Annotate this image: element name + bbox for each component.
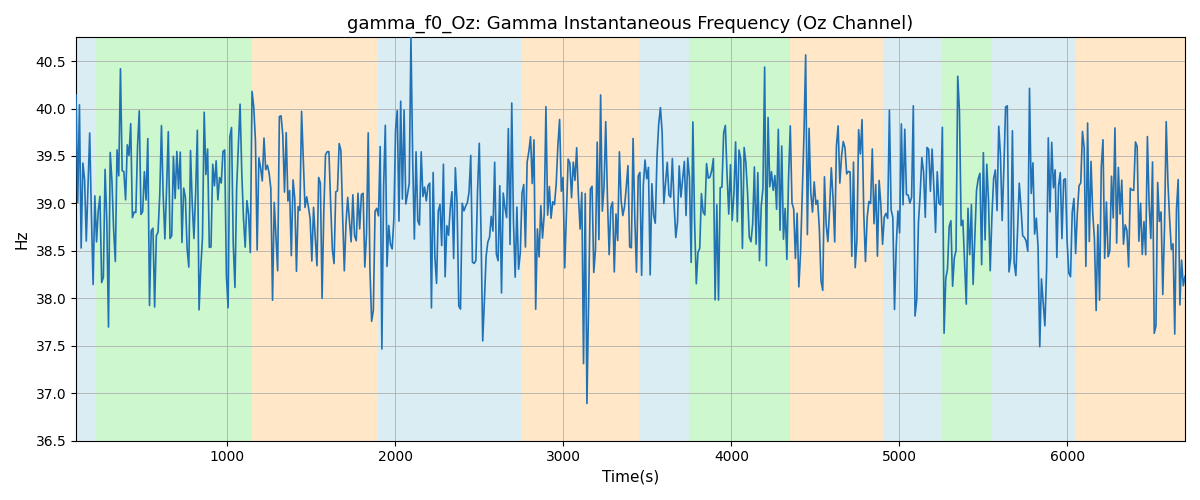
Bar: [689, 38, 790, 440]
Bar: [96, 38, 252, 440]
Bar: [941, 38, 991, 440]
X-axis label: Time(s): Time(s): [602, 470, 659, 485]
Bar: [378, 38, 521, 440]
Title: gamma_f0_Oz: Gamma Instantaneous Frequency (Oz Channel): gamma_f0_Oz: Gamma Instantaneous Frequen…: [347, 15, 913, 34]
Bar: [252, 38, 378, 440]
Bar: [76, 38, 96, 440]
Bar: [1075, 38, 1184, 440]
Bar: [790, 38, 882, 440]
Bar: [882, 38, 941, 440]
Bar: [638, 38, 689, 440]
Bar: [521, 38, 638, 440]
Bar: [991, 38, 1075, 440]
Y-axis label: Hz: Hz: [14, 230, 30, 249]
